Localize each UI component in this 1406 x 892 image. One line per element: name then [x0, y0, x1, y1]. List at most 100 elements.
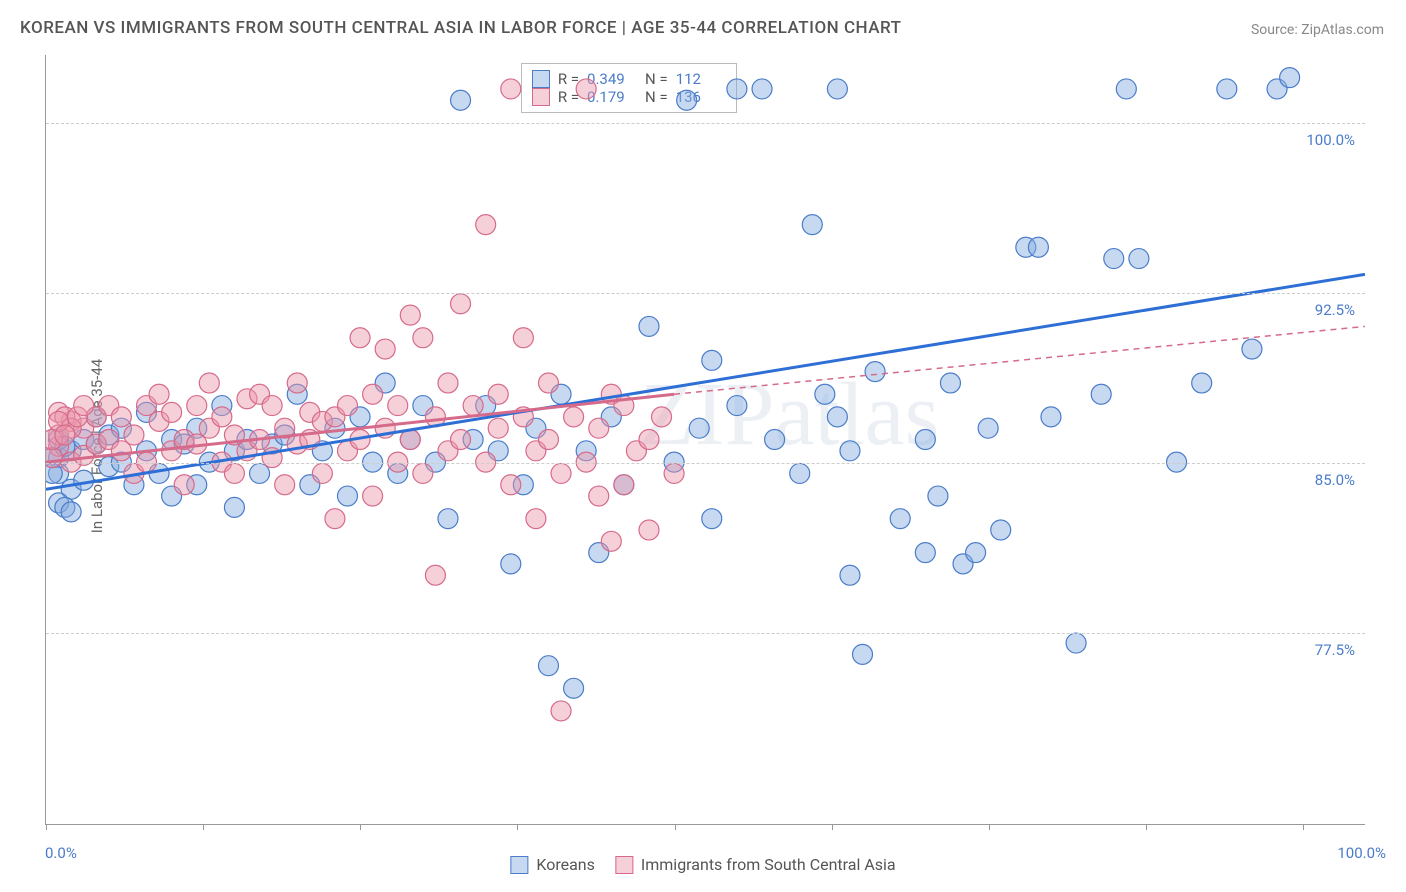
- scatter-point: [626, 441, 646, 461]
- scatter-point: [815, 384, 835, 404]
- scatter-point: [250, 384, 270, 404]
- scatter-point: [162, 430, 182, 450]
- scatter-point: [162, 441, 182, 461]
- scatter-point: [174, 434, 194, 454]
- scatter-point: [99, 396, 119, 416]
- scatter-point: [1267, 79, 1287, 99]
- scatter-point: [137, 441, 157, 461]
- scatter-point: [928, 486, 948, 506]
- scatter-point: [46, 448, 62, 468]
- scatter-point: [1192, 373, 1212, 393]
- x-tick: [1146, 824, 1147, 830]
- source-link[interactable]: ZipAtlas.com: [1301, 22, 1384, 38]
- n-value: 136: [676, 88, 726, 106]
- legend-swatch: [510, 856, 528, 874]
- scatter-point: [363, 384, 383, 404]
- scatter-point: [526, 441, 546, 461]
- scatter-point: [74, 430, 94, 450]
- scatter-point: [438, 373, 458, 393]
- n-label: N =: [645, 88, 668, 106]
- scatter-point: [224, 497, 244, 517]
- scatter-point: [61, 441, 81, 461]
- scatter-point: [438, 441, 458, 461]
- scatter-point: [853, 644, 873, 664]
- scatter-point: [149, 411, 169, 431]
- scatter-point: [199, 418, 219, 438]
- scatter-point: [174, 430, 194, 450]
- scatter-point: [476, 215, 496, 235]
- scatter-point: [375, 339, 395, 359]
- scatter-point: [614, 475, 634, 495]
- scatter-point: [287, 434, 307, 454]
- y-tick-label: 92.5%: [1315, 301, 1355, 319]
- chart-svg-overlay: [46, 55, 1365, 824]
- scatter-point: [275, 425, 295, 445]
- x-tick: [517, 824, 518, 830]
- scatter-point: [350, 430, 370, 450]
- scatter-point: [827, 79, 847, 99]
- scatter-point: [312, 411, 332, 431]
- scatter-point: [488, 384, 508, 404]
- scatter-point: [601, 384, 621, 404]
- scatter-point: [137, 396, 157, 416]
- scatter-point: [275, 418, 295, 438]
- scatter-point: [325, 407, 345, 427]
- scatter-point: [451, 430, 471, 450]
- scatter-point: [300, 430, 320, 450]
- n-label: N =: [645, 70, 668, 88]
- scatter-point: [438, 509, 458, 529]
- scatter-point: [1129, 249, 1149, 269]
- scatter-point: [840, 441, 860, 461]
- scatter-point: [413, 396, 433, 416]
- legend-swatch: [532, 88, 550, 106]
- y-tick-label: 85.0%: [1315, 471, 1355, 489]
- trend-line-extrapolated: [674, 326, 1365, 394]
- scatter-point: [953, 554, 973, 574]
- scatter-point: [74, 470, 94, 490]
- scatter-point: [966, 543, 986, 563]
- scatter-point: [827, 407, 847, 427]
- scatter-point: [463, 396, 483, 416]
- scatter-point: [49, 430, 69, 450]
- scatter-point: [49, 425, 69, 445]
- x-tick: [675, 824, 676, 830]
- scatter-point: [49, 402, 69, 422]
- scatter-point: [61, 479, 81, 499]
- scatter-point: [576, 441, 596, 461]
- r-value: 0.349: [587, 70, 637, 88]
- scatter-point: [915, 543, 935, 563]
- scatter-point: [174, 475, 194, 495]
- scatter-point: [49, 493, 69, 513]
- gridline-h: [46, 123, 1365, 124]
- scatter-point: [400, 430, 420, 450]
- r-label: R =: [558, 88, 579, 106]
- scatter-point: [501, 475, 521, 495]
- scatter-point: [601, 531, 621, 551]
- scatter-point: [476, 396, 496, 416]
- legend-label: Immigrants from South Central Asia: [641, 855, 896, 874]
- scatter-point: [55, 425, 75, 445]
- scatter-point: [86, 434, 106, 454]
- scatter-point: [111, 441, 131, 461]
- scatter-point: [61, 411, 81, 431]
- x-axis-max-label: 100.0%: [1337, 844, 1386, 862]
- scatter-point: [589, 418, 609, 438]
- scatter-point: [46, 463, 62, 483]
- scatter-point: [67, 407, 87, 427]
- y-tick-label: 100.0%: [1306, 131, 1355, 149]
- scatter-point: [111, 418, 131, 438]
- x-axis-min-label: 0.0%: [45, 844, 77, 862]
- scatter-point: [250, 430, 270, 450]
- legend-item: Koreans: [510, 855, 595, 874]
- scatter-point: [802, 215, 822, 235]
- scatter-point: [639, 316, 659, 336]
- scatter-point: [287, 373, 307, 393]
- scatter-point: [212, 396, 232, 416]
- scatter-point: [639, 430, 659, 450]
- gridline-h: [46, 293, 1365, 294]
- scatter-point: [61, 502, 81, 522]
- scatter-point: [46, 430, 62, 450]
- scatter-point: [1217, 79, 1237, 99]
- legend-stat-row: R =0.349N =112: [532, 70, 726, 88]
- scatter-point: [589, 486, 609, 506]
